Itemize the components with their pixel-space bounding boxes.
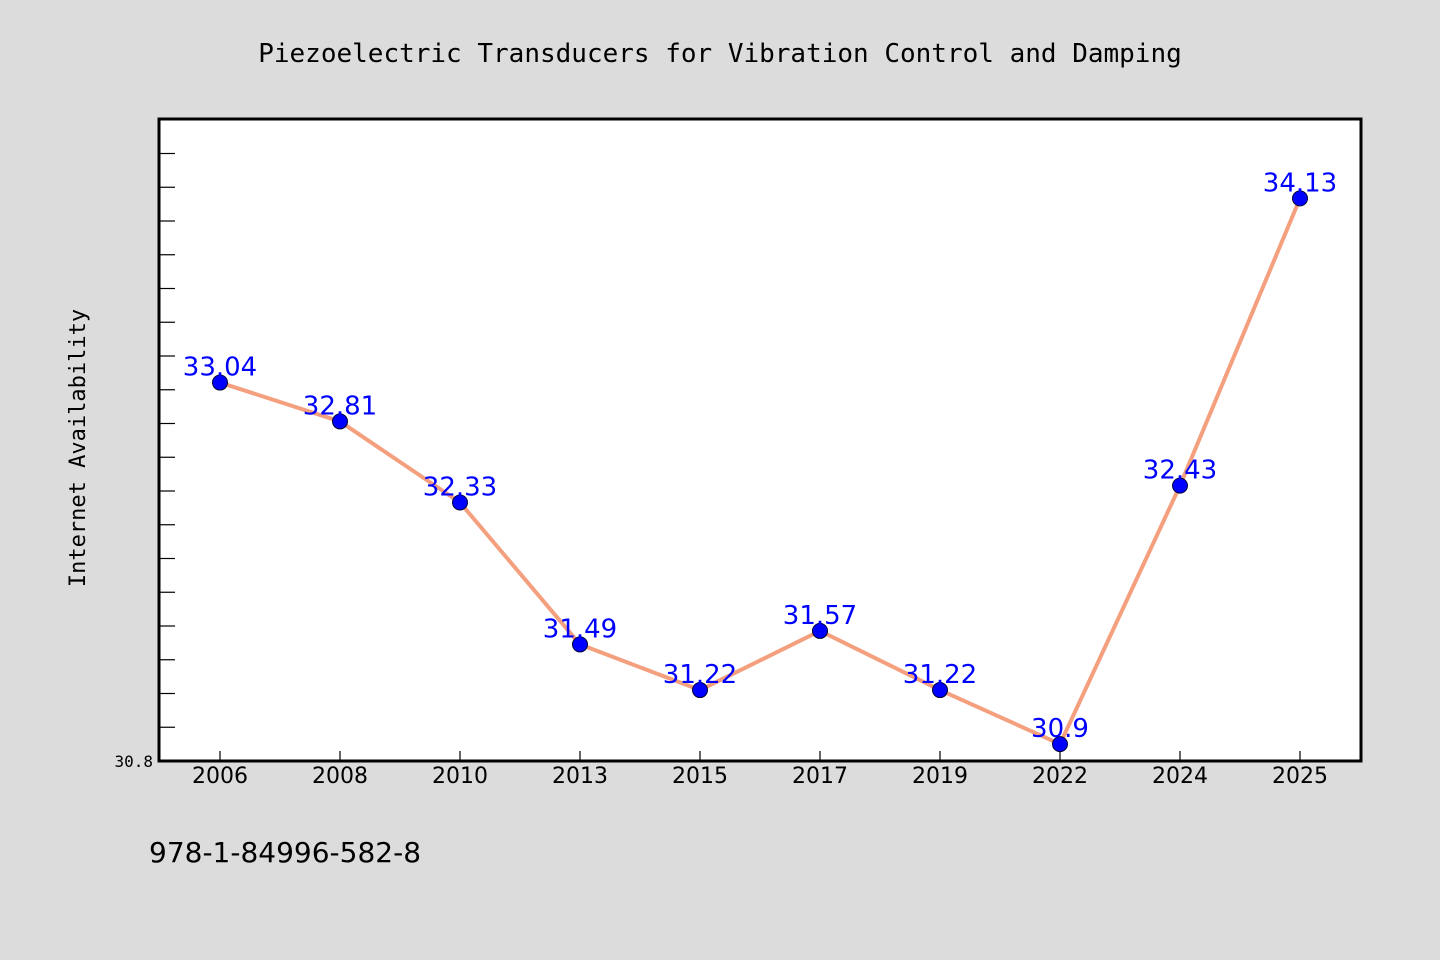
x-tick-label: 2022 <box>1032 764 1088 789</box>
chart-title: Piezoelectric Transducers for Vibration … <box>258 39 1182 69</box>
x-tick-label: 2019 <box>912 764 968 789</box>
data-value-label: 31.57 <box>783 601 857 631</box>
data-point-marker <box>212 374 228 391</box>
data-value-label: 33.04 <box>183 353 257 383</box>
data-point-marker <box>572 636 588 653</box>
series-line <box>218 196 1302 747</box>
x-tick-label: 2024 <box>1152 764 1208 789</box>
data-value-label: 32.33 <box>423 473 497 503</box>
x-axis-ticks: 2006 2008 2010 2013 2015 2017 2019 2022 2024 2025 <box>192 751 1328 789</box>
y-axis-ticks: 30.8 <box>114 119 175 771</box>
data-value-label: 30.9 <box>1031 714 1089 744</box>
data-markers <box>212 190 1308 753</box>
x-tick-label: 2025 <box>1272 764 1328 789</box>
data-point-marker <box>332 413 348 430</box>
x-tick-label: 2008 <box>312 764 368 789</box>
isbn-footer: 978-1-84996-582-8 <box>149 836 421 869</box>
data-value-label: 31.22 <box>663 660 737 690</box>
data-point-marker <box>1052 736 1068 753</box>
data-point-marker <box>452 494 468 511</box>
x-tick-label: 2006 <box>192 764 248 789</box>
data-point-marker <box>812 622 828 639</box>
plot-area <box>157 117 1363 763</box>
y-axis-label: Internet Availability <box>66 309 91 587</box>
data-value-label: 31.49 <box>543 614 617 644</box>
x-tick-label: 2015 <box>672 764 728 789</box>
data-point-marker <box>692 682 708 699</box>
y-tick-label: 30.8 <box>114 752 153 771</box>
data-point-marker <box>1172 477 1188 494</box>
data-value-label: 32.81 <box>303 391 377 421</box>
data-value-label: 31.22 <box>903 660 977 690</box>
data-point-marker <box>932 682 948 699</box>
x-tick-label: 2017 <box>792 764 848 789</box>
data-point-marker <box>1292 190 1308 207</box>
data-labels: 33.04 32.81 32.33 31.49 31.22 31.57 31.22 30.9 3… <box>183 168 1337 744</box>
data-value-label: 34.13 <box>1263 168 1337 198</box>
data-value-label: 32.43 <box>1143 456 1217 486</box>
x-tick-label: 2013 <box>552 764 608 789</box>
x-tick-label: 2010 <box>432 764 488 789</box>
